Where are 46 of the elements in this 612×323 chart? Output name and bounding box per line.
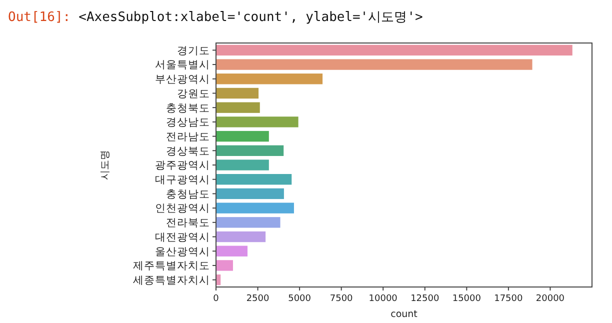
y-tick-label: 울산광역시	[155, 246, 210, 258]
x-tick-label: 20000	[536, 294, 565, 304]
bar	[216, 188, 285, 200]
y-tick-label: 경기도	[177, 44, 210, 57]
x-tick-label: 2500	[246, 294, 270, 304]
bar	[216, 202, 295, 214]
x-tick-label: 7500	[330, 294, 354, 304]
y-tick-label: 전라북도	[166, 217, 210, 230]
y-tick-label: 경상남도	[166, 116, 210, 129]
bar	[216, 259, 234, 272]
x-axis-title: count	[390, 309, 418, 320]
y-tick-label: 인천광역시	[155, 202, 210, 215]
x-tick-label: 17500	[494, 294, 524, 304]
x-tick-label: 12500	[410, 294, 440, 304]
x-tick-label: 15000	[452, 294, 482, 304]
y-tick-label: 제주특별자치도	[133, 260, 210, 272]
y-tick-label: 강원도	[177, 88, 210, 100]
bar	[216, 116, 300, 128]
y-tick-label: 부산광역시	[155, 74, 210, 86]
y-tick-label: 대구광역시	[155, 174, 210, 186]
bar	[216, 130, 270, 142]
bar	[216, 230, 266, 243]
y-tick-label: 전라남도	[166, 130, 210, 143]
y-tick-label: 경상북도	[166, 145, 210, 158]
bar	[216, 173, 292, 186]
y-tick-label: 세종특별자치시	[133, 274, 210, 286]
y-tick-label: 충청남도	[166, 188, 210, 200]
y-tick-label: 광주광역시	[155, 160, 210, 172]
y-tick-label: 대전광역시	[155, 231, 210, 244]
x-tick-label: 10000	[368, 294, 398, 304]
text: Out[16]:	[8, 10, 71, 25]
bar	[216, 87, 260, 100]
bar	[216, 58, 534, 71]
bar	[216, 216, 282, 229]
x-tick-label: 0	[213, 294, 220, 304]
text: <AxesSubplot:xlabel='count', ylabel='시도명'>	[78, 10, 424, 25]
bar	[216, 101, 261, 114]
y-tick-label: 충청북도	[166, 102, 210, 114]
bar	[216, 244, 248, 258]
bar	[216, 72, 324, 86]
bar	[216, 144, 284, 157]
bar	[216, 158, 270, 172]
x-tick-label: 5000	[288, 294, 312, 304]
bar	[216, 44, 574, 56]
y-axis-title: 시도명	[100, 150, 111, 180]
y-tick-label: 서울특별시	[155, 59, 210, 72]
